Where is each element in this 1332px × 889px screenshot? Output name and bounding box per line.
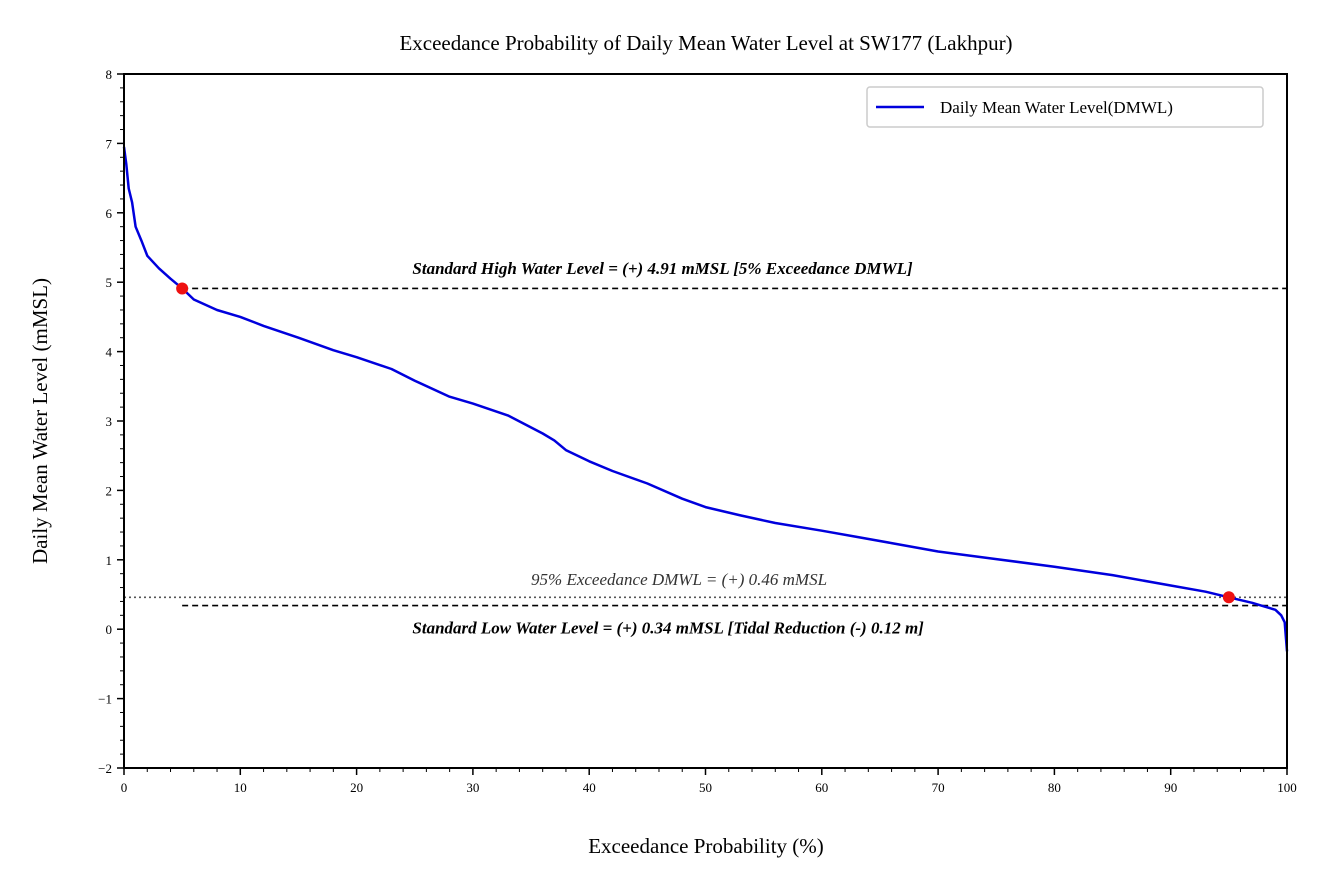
x-tick-label: 60 [815,780,828,795]
x-tick-label: 70 [932,780,945,795]
legend-box [866,86,1264,128]
chart-title: Exceedance Probability of Daily Mean Wat… [399,31,1012,55]
x-axis-title: Exceedance Probability (%) [588,834,824,858]
y-tick-label: −1 [98,692,112,707]
ref-label-p95: 95% Exceedance DMWL = (+) 0.46 mMSL [531,570,827,589]
tick-layer: 0 10 20 30 40 50 60 70 80 90 100 −2 −1 0 1 2 3 4 5 6 7 8 [98,67,1297,795]
x-tick-label: 50 [699,780,712,795]
x-tick-label: 80 [1048,780,1061,795]
x-tick-label: 90 [1164,780,1177,795]
plot-frame [123,73,1288,769]
x-tick-label: 100 [1277,780,1297,795]
x-tick-label: 30 [466,780,479,795]
marker-layer [176,282,1235,604]
y-tick-label: 0 [106,622,113,637]
y-tick-label: 5 [106,275,113,290]
marker-point-0 [176,282,189,295]
x-tick-label: 10 [234,780,247,795]
y-tick-label: 3 [106,414,113,429]
y-tick-label: 6 [106,206,113,221]
x-tick-label: 40 [583,780,596,795]
y-tick-label: 1 [106,553,113,568]
y-tick-label: −2 [98,761,112,776]
y-tick-label: 2 [106,483,113,498]
legend-entry-dmwl: Daily Mean Water Level(DMWL) [940,98,1173,117]
y-axis-title: Daily Mean Water Level (mMSL) [28,278,52,564]
x-tick-label: 20 [350,780,363,795]
series-line-dmwl [122,146,1289,652]
ref-label-slwl: Standard Low Water Level = (+) 0.34 mMSL… [412,618,924,637]
y-tick-label: 4 [106,345,113,360]
ref-label-shwl: Standard High Water Level = (+) 4.91 mMS… [412,259,913,278]
series-layer [122,146,1289,652]
y-tick-label: 8 [106,67,113,82]
legend: Daily Mean Water Level(DMWL) [866,86,1264,128]
reference-lines: Standard High Water Level = (+) 4.91 mMS… [124,259,1287,637]
y-tick-label: 7 [106,136,113,151]
x-tick-label: 0 [121,780,128,795]
marker-point-1 [1222,591,1235,604]
